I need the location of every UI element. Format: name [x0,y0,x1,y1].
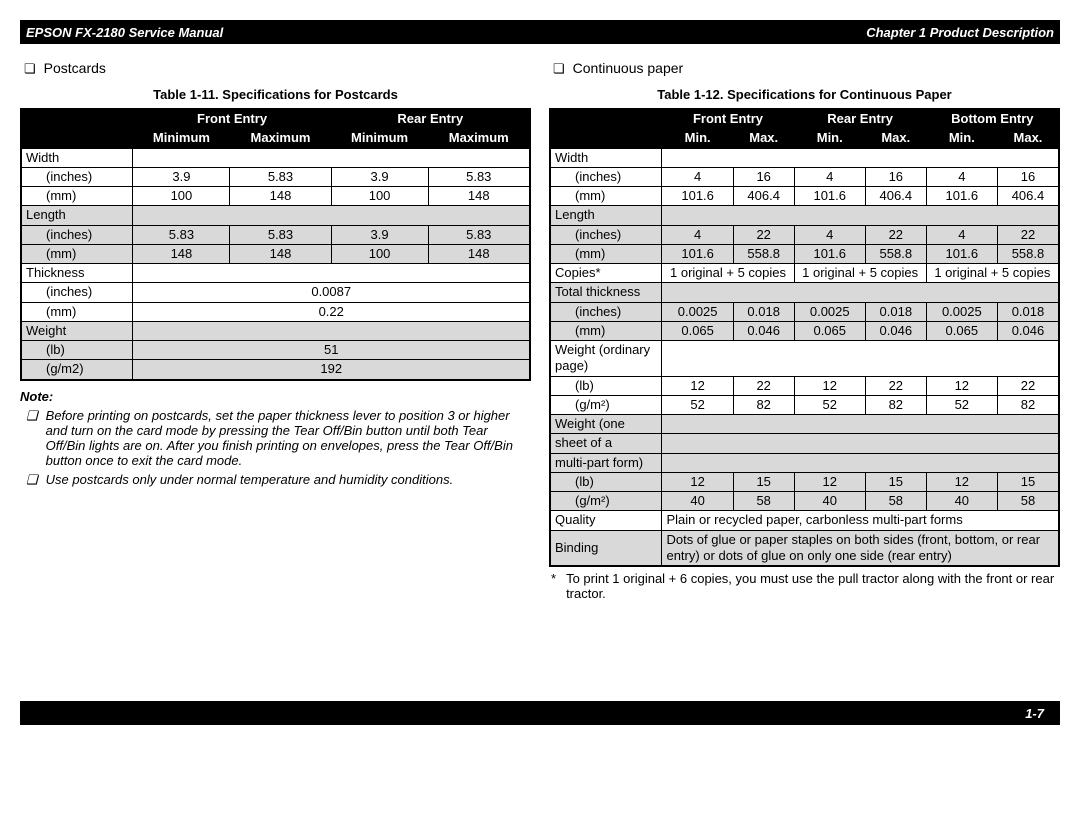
continuous-label: Continuous paper [573,60,684,76]
col-min: Minimum [133,129,230,148]
c-front: Front Entry [662,109,794,129]
bullet-square-icon: ❏ [26,408,38,424]
content-columns: ❏ Postcards Table 1-11. Specifications f… [20,60,1060,601]
col-min2: Minimum [331,129,428,148]
row-thick-mm: (mm) [21,302,133,321]
row-weight-lb: (lb) [21,341,133,360]
row-width: Width [21,148,133,167]
bullet-square-icon: ❏ [24,61,36,77]
left-column: ❏ Postcards Table 1-11. Specifications f… [20,60,531,601]
page: EPSON FX-2180 Service Manual Chapter 1 P… [0,0,1080,725]
row-thick-in: (inches) [21,283,133,302]
col-max2: Maximum [428,129,530,148]
footnote-star: * [551,571,556,601]
c-bottom: Bottom Entry [926,109,1059,129]
footnote-text: To print 1 original + 6 copies, you must… [566,571,1060,601]
header-left: EPSON FX-2180 Service Manual [26,25,223,40]
bullet-square-icon: ❏ [26,472,38,488]
header-bar: EPSON FX-2180 Service Manual Chapter 1 P… [20,20,1060,44]
col-rear-entry: Rear Entry [331,109,530,129]
postcards-heading: ❏ Postcards [20,60,531,77]
row-width-mm: (mm) [21,187,133,206]
bullet-square-icon: ❏ [553,61,565,77]
continuous-heading: ❏ Continuous paper [549,60,1060,77]
row-length-in: (inches) [21,225,133,244]
c-rear: Rear Entry [794,109,926,129]
col-max: Maximum [230,129,331,148]
footer-bar: 1-7 [20,701,1060,725]
table-continuous: Front Entry Rear Entry Bottom Entry Min.… [549,108,1060,567]
right-column: ❏ Continuous paper Table 1-12. Specifica… [549,60,1060,601]
table-postcards: Front Entry Rear Entry Minimum Maximum M… [20,108,531,381]
c-thick: Total thickness [550,283,662,302]
header-right: Chapter 1 Product Description [866,25,1054,40]
page-number: 1-7 [1025,706,1044,721]
c-weight-ord: Weight (ordinary page) [550,341,662,377]
col-front-entry: Front Entry [133,109,331,129]
c-length: Length [550,206,662,225]
row-length-mm: (mm) [21,244,133,263]
c-width: Width [550,148,662,167]
row-thickness: Thickness [21,264,133,283]
row-width-in: (inches) [21,167,133,186]
table-12-title: Table 1-12. Specifications for Continuou… [549,87,1060,102]
table-11-title: Table 1-11. Specifications for Postcards [20,87,531,102]
c-quality: Quality [550,511,662,530]
note-1-text: Before printing on postcards, set the pa… [46,408,531,468]
c-copies: Copies* [550,264,662,283]
postcards-label: Postcards [44,60,106,76]
note-2-text: Use postcards only under normal temperat… [46,472,531,487]
note-label: Note: [20,389,531,404]
note-block: ❏ Before printing on postcards, set the … [20,408,531,488]
row-weight: Weight [21,321,133,340]
row-length: Length [21,206,133,225]
c-binding: Binding [550,530,662,566]
row-weight-gm2: (g/m2) [21,360,133,380]
footnote: * To print 1 original + 6 copies, you mu… [549,571,1060,601]
